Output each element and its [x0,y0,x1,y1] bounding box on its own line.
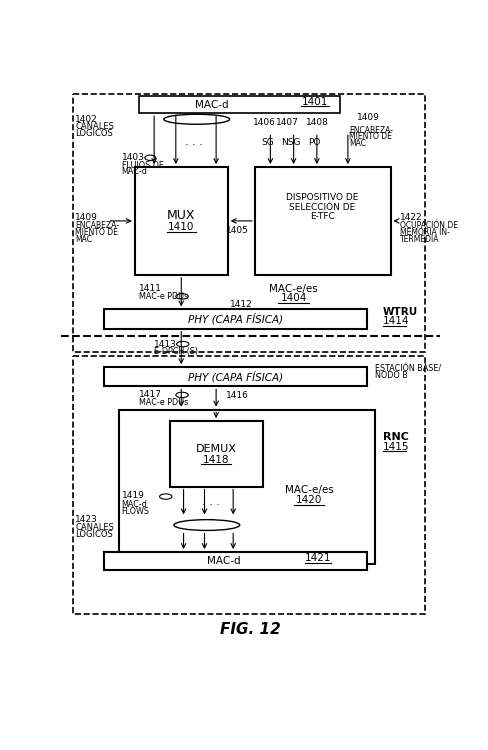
Text: 1423: 1423 [75,515,98,524]
Text: 1413: 1413 [154,340,177,349]
Text: ENCABEZA-: ENCABEZA- [75,221,119,230]
Text: 1419: 1419 [122,491,144,500]
Text: MAC-e/es: MAC-e/es [284,485,333,496]
Text: 1409: 1409 [356,113,379,122]
Bar [73,94,425,352]
Text: 1403: 1403 [122,153,144,162]
Text: CANALES: CANALES [75,523,114,532]
Bar [103,310,366,328]
Text: NODO B: NODO B [374,371,407,380]
Text: 1418: 1418 [203,454,229,464]
Text: 1420: 1420 [295,496,322,506]
Text: 1416: 1416 [226,392,248,400]
Text: MIENTO DE: MIENTO DE [75,228,118,237]
Text: 1406: 1406 [253,118,276,127]
Bar [103,552,366,571]
Text: 1417: 1417 [138,390,161,399]
Text: TERMEDIA: TERMEDIA [399,235,438,244]
Text: 1405: 1405 [226,226,249,235]
Text: 1404: 1404 [280,293,306,303]
Text: SG: SG [261,138,273,147]
Text: MAC-d: MAC-d [195,100,228,109]
Text: 1409: 1409 [75,212,98,221]
Text: E-TFC: E-TFC [309,211,334,220]
Text: . . .: . . . [202,497,219,507]
Bar [73,356,425,614]
Text: SELECCIÓN DE: SELECCIÓN DE [288,202,355,211]
Text: DISPOSITIVO DE: DISPOSITIVO DE [285,194,358,202]
Text: MUX: MUX [167,209,195,222]
Bar [135,167,227,274]
Text: MAC-d: MAC-d [122,167,147,176]
Bar [119,410,374,563]
Text: PHY (CAPA FÍSICA): PHY (CAPA FÍSICA) [187,313,283,325]
Text: LÓGICOS: LÓGICOS [75,128,113,137]
Text: MAC: MAC [75,235,92,244]
Text: 1411: 1411 [138,284,161,293]
Text: E-DPCH (S): E-DPCH (S) [154,347,198,356]
Text: FLUJOS DE: FLUJOS DE [122,161,163,170]
Text: PO: PO [308,138,320,147]
Text: 1422: 1422 [399,212,422,221]
Text: MAC: MAC [349,140,366,148]
Text: NSG: NSG [280,138,300,147]
Text: FLOWS: FLOWS [122,507,149,516]
Text: ENCABEZA-: ENCABEZA- [349,125,393,134]
Bar [169,421,262,487]
Text: PHY (CAPA FÍSICA): PHY (CAPA FÍSICA) [187,370,283,382]
Text: MAC-e/es: MAC-e/es [269,284,317,294]
Text: 1401: 1401 [301,97,327,106]
Text: LÓGICOS: LÓGICOS [75,530,113,538]
Text: FIG. 12: FIG. 12 [220,622,280,637]
Text: 1402: 1402 [75,115,98,124]
Text: 1408: 1408 [305,118,328,127]
Text: 1415: 1415 [382,442,408,452]
Text: MAC-e PDUs: MAC-e PDUs [138,292,187,301]
Text: 1421: 1421 [305,554,331,563]
Text: OCUPACIÓN DE: OCUPACIÓN DE [399,221,457,230]
Text: MIENTO DE: MIENTO DE [349,133,391,142]
Text: RNC: RNC [382,431,408,442]
Text: 1414: 1414 [382,316,408,326]
Text: MAC-e PDUs: MAC-e PDUs [138,398,187,407]
Text: MAC-d: MAC-d [206,556,240,566]
Text: DEMUX: DEMUX [195,444,236,454]
Bar [138,96,340,113]
Text: CANALES: CANALES [75,122,114,131]
Text: 1410: 1410 [168,222,194,232]
Text: 1407: 1407 [275,118,298,127]
Bar [103,368,366,386]
Text: ESTACIÓN BASE/: ESTACIÓN BASE/ [374,364,440,374]
Text: MEMORIA IN-: MEMORIA IN- [399,228,449,237]
Text: WTRU: WTRU [382,307,417,316]
Text: . . .: . . . [185,137,203,147]
Text: MAC-d: MAC-d [122,500,147,508]
Text: 1412: 1412 [230,299,252,308]
Bar [254,167,390,274]
